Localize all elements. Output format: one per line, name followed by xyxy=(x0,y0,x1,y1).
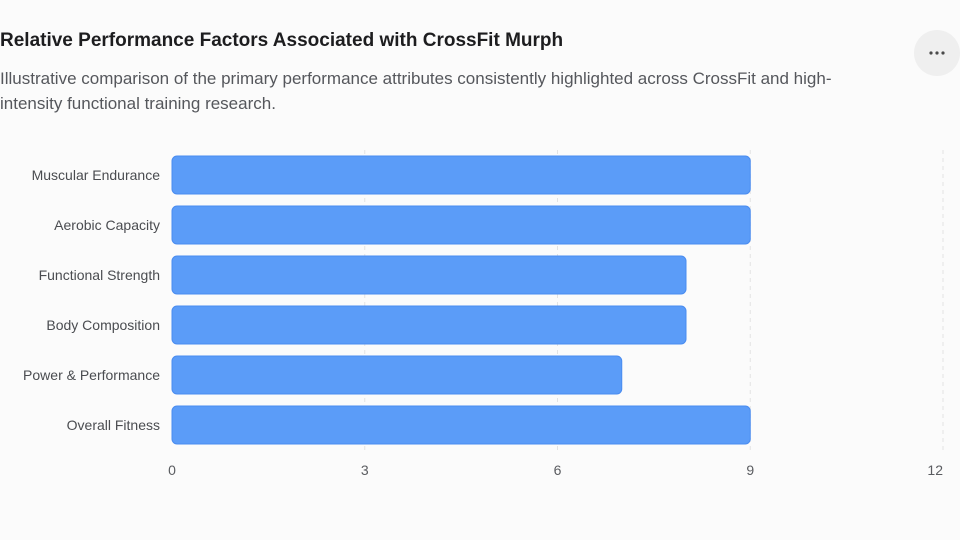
more-options-button[interactable] xyxy=(914,30,960,76)
bar xyxy=(171,255,687,295)
x-tick-label: 12 xyxy=(927,462,943,478)
x-tick-label: 6 xyxy=(554,462,562,478)
category-label: Muscular Endurance xyxy=(32,167,161,183)
bar-chart: Muscular Endurance Aerobic Capacity Functi… xyxy=(23,150,944,478)
bar xyxy=(171,205,751,245)
chart-subtitle: Illustrative comparison of the primary p… xyxy=(0,69,832,113)
category-label: Aerobic Capacity xyxy=(54,217,160,233)
bar xyxy=(171,155,751,195)
chart-title: Relative Performance Factors Associated … xyxy=(0,30,564,51)
bar xyxy=(171,305,687,345)
bar xyxy=(171,355,623,395)
category-label: Overall Fitness xyxy=(67,417,160,433)
x-tick-label: 3 xyxy=(361,462,369,478)
category-label: Power & Performance xyxy=(23,367,160,383)
more-horizontal-icon xyxy=(929,51,945,55)
category-label: Functional Strength xyxy=(39,267,160,283)
bar xyxy=(171,405,751,445)
x-tick-label: 0 xyxy=(168,462,176,478)
x-tick-label: 9 xyxy=(746,462,754,478)
category-label: Body Composition xyxy=(46,317,160,333)
chart-area: Muscular Endurance Aerobic Capacity Functi… xyxy=(0,140,960,485)
